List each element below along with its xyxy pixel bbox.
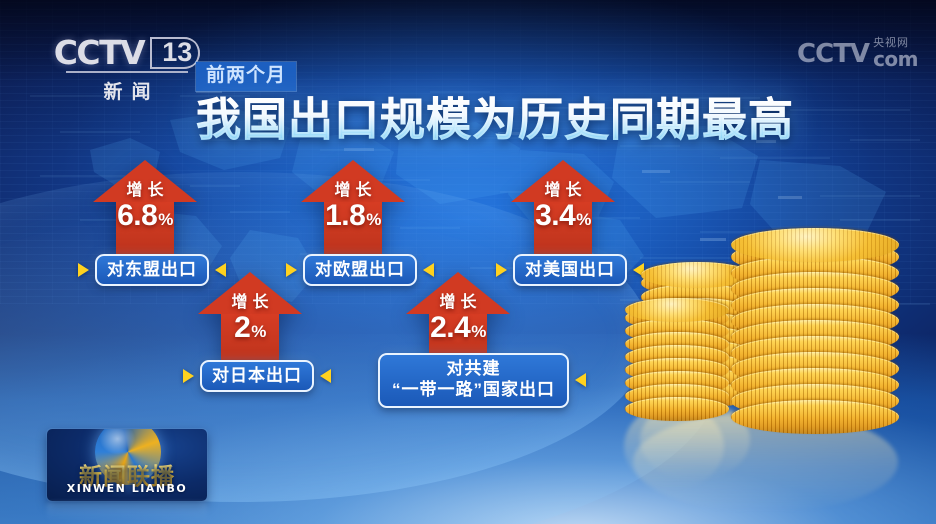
cctv-wordmark: CCTV xyxy=(53,33,146,72)
marker-left-triangle-icon xyxy=(286,263,297,278)
arrow-head-icon xyxy=(93,160,197,202)
marker-right-triangle-icon xyxy=(633,263,644,278)
growth-value: 3.4% xyxy=(511,201,615,231)
growth-label: 增长 xyxy=(334,182,377,199)
percent-sign: % xyxy=(471,322,486,341)
xinwen-lianbo-logo: 新闻联播 XINWEN LIANBO xyxy=(47,429,207,501)
stat-pill[interactable]: 对欧盟出口 xyxy=(303,254,417,287)
cctv-logo-subtitle: 新闻 xyxy=(103,82,160,103)
growth-number: 2.4 xyxy=(430,311,471,344)
arrow-body xyxy=(534,202,592,264)
growth-value: 2.4% xyxy=(406,313,510,343)
growth-number: 3.4 xyxy=(535,199,576,232)
stat-pill[interactable]: 对共建 “一带一路”国家出口 xyxy=(378,353,569,408)
marker-left-triangle-icon xyxy=(78,263,89,278)
program-name-cn: 新闻联播 xyxy=(47,457,207,491)
growth-label: 增长 xyxy=(126,182,169,199)
stat-pill-line1: 对共建 xyxy=(446,359,501,378)
growth-value: 2% xyxy=(198,313,302,343)
growth-value: 1.8% xyxy=(301,201,405,231)
growth-label: 增长 xyxy=(544,182,587,199)
stat-pill[interactable]: 对东盟出口 xyxy=(95,254,209,287)
stat-label-japan[interactable]: 对日本出口 xyxy=(183,360,331,393)
watermark-cn: 央视网 xyxy=(873,37,910,49)
percent-sign: % xyxy=(576,210,591,229)
marker-right-triangle-icon xyxy=(215,263,226,278)
stat-label-eu[interactable]: 对欧盟出口 xyxy=(286,254,434,287)
stat-pill[interactable]: 对日本出口 xyxy=(200,360,314,393)
arrow-shape: 增长 6.8% xyxy=(93,160,197,264)
arrow-head-icon xyxy=(198,272,302,314)
arrow-shape: 增长 2% xyxy=(198,272,302,370)
cctv13-logo: CCTV 13 新闻 xyxy=(52,36,202,104)
stat-arrow-asean: 增长 6.8% xyxy=(93,160,197,264)
percent-sign: % xyxy=(366,210,381,229)
watermark-com: com xyxy=(873,47,918,71)
stat-arrow-japan: 增长 2% xyxy=(198,272,302,370)
percent-sign: % xyxy=(158,210,173,229)
growth-number: 6.8 xyxy=(117,199,158,232)
arrow-text: 增长 2.4% xyxy=(406,288,510,343)
cctv-logo-underline xyxy=(66,71,188,73)
arrow-body xyxy=(324,202,382,264)
arrow-body xyxy=(116,202,174,264)
page-title: 我国出口规模为历史同期最高 xyxy=(196,93,795,145)
growth-label: 增长 xyxy=(439,294,482,311)
arrow-shape: 增长 1.8% xyxy=(301,160,405,264)
globe-icon xyxy=(95,429,161,485)
stat-label-bri[interactable]: 对共建 “一带一路”国家出口 xyxy=(378,353,586,408)
growth-label: 增长 xyxy=(231,294,274,311)
percent-sign: % xyxy=(251,322,266,341)
growth-number: 2 xyxy=(234,311,251,344)
headline-block: 前两个月 我国出口规模为历史同期最高 xyxy=(196,62,794,144)
arrow-text: 增长 1.8% xyxy=(301,176,405,231)
growth-value: 6.8% xyxy=(93,201,197,231)
stat-pill[interactable]: 对美国出口 xyxy=(513,254,627,287)
arrow-head-icon xyxy=(301,160,405,202)
stat-label-usa[interactable]: 对美国出口 xyxy=(496,254,644,287)
stat-pill-line2: “一带一路”国家出口 xyxy=(392,380,555,400)
stat-arrow-usa: 增长 3.4% xyxy=(511,160,615,264)
marker-left-triangle-icon xyxy=(183,369,194,384)
cctv-com-watermark: CCTV 央视网 com xyxy=(797,37,918,71)
arrow-text: 增长 2% xyxy=(198,288,302,343)
marker-right-triangle-icon xyxy=(320,369,331,384)
arrow-text: 增长 3.4% xyxy=(511,176,615,231)
marker-right-triangle-icon xyxy=(575,373,586,388)
program-name-en: XINWEN LIANBO xyxy=(66,482,188,495)
stat-label-asean[interactable]: 对东盟出口 xyxy=(78,254,226,287)
arrow-shape: 增长 3.4% xyxy=(511,160,615,264)
growth-number: 1.8 xyxy=(325,199,366,232)
arrow-head-icon xyxy=(511,160,615,202)
marker-left-triangle-icon xyxy=(496,263,507,278)
watermark-brand: CCTV xyxy=(797,39,870,69)
marker-right-triangle-icon xyxy=(423,263,434,278)
stat-arrow-eu: 增长 1.8% xyxy=(301,160,405,264)
cctv-channel-number: 13 xyxy=(150,36,200,69)
arrow-text: 增长 6.8% xyxy=(93,176,197,231)
program-logo-reflection xyxy=(47,502,207,520)
arrow-head-icon xyxy=(406,272,510,314)
headline-badge: 前两个月 xyxy=(196,62,297,91)
